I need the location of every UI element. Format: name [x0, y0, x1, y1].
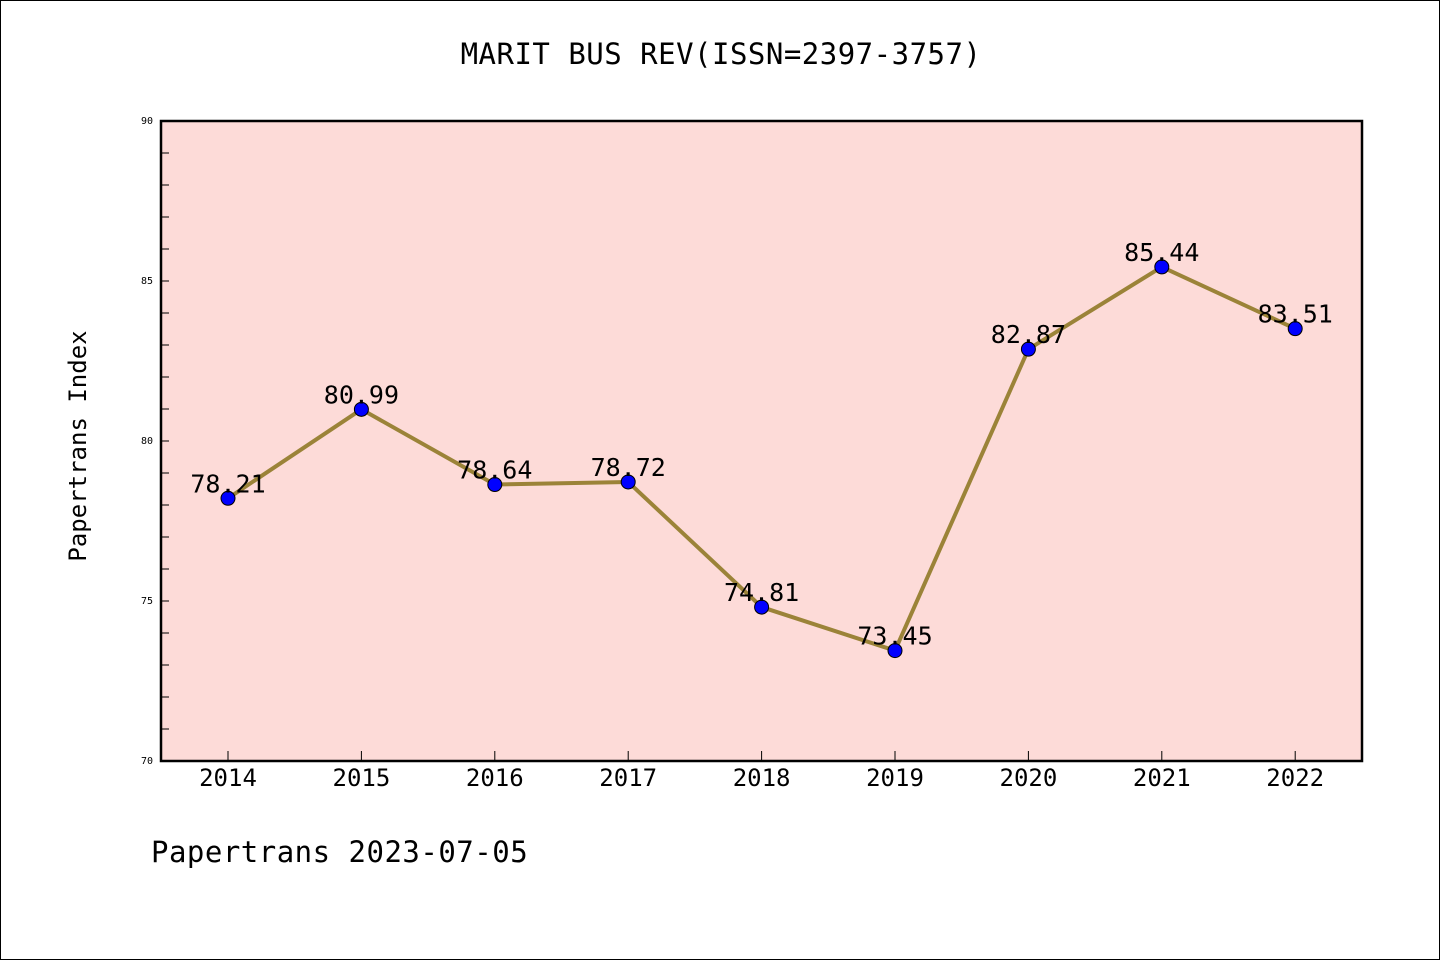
- data-point: [1020, 341, 1036, 357]
- y-tick-label: 80: [141, 436, 153, 447]
- y-tick-label: 70: [141, 756, 153, 767]
- data-label: 78.64: [457, 456, 532, 485]
- chart-title: MARIT BUS REV(ISSN=2397-3757): [460, 37, 982, 71]
- data-point: [353, 401, 369, 417]
- x-tick-label: 2014: [199, 764, 257, 792]
- x-tick-label: 2019: [866, 764, 924, 792]
- series-markers: [220, 259, 1303, 659]
- x-tick-label: 2021: [1133, 764, 1191, 792]
- y-axis: 70 75 80 85 90: [141, 116, 169, 767]
- x-tick-label: 2015: [333, 764, 391, 792]
- data-point: [1154, 259, 1170, 275]
- y-axis-label: Papertrans Index: [64, 330, 92, 561]
- data-label: 73.45: [857, 622, 932, 651]
- x-axis: 2014 2015 2016 2017 2018 2019 2020 2021 2022: [199, 751, 1324, 792]
- data-point: [754, 599, 770, 615]
- data-label: 83.51: [1258, 300, 1333, 329]
- x-tick-label: 2020: [1000, 764, 1058, 792]
- x-tick-label: 2016: [466, 764, 524, 792]
- plot-area: [161, 121, 1362, 761]
- data-label: 82.87: [991, 320, 1066, 349]
- data-label: 78.21: [190, 469, 265, 498]
- data-label: 80.99: [324, 380, 399, 409]
- x-tick-label: 2017: [599, 764, 657, 792]
- data-label: 74.81: [724, 578, 799, 607]
- y-tick-label: 90: [141, 116, 153, 127]
- y-tick-label: 85: [141, 276, 153, 287]
- data-label: 78.72: [591, 453, 666, 482]
- x-tick-label: 2022: [1266, 764, 1324, 792]
- y-tick-label: 75: [141, 596, 153, 607]
- data-point: [220, 490, 236, 506]
- data-point: [1287, 321, 1303, 337]
- data-point: [487, 477, 503, 493]
- plot-frame: [159, 119, 1364, 763]
- data-point: [620, 474, 636, 490]
- footer-date: Papertrans 2023-07-05: [151, 835, 529, 869]
- data-label: 85.44: [1124, 238, 1199, 267]
- data-labels: 78.21 80.99 78.64 78.72 74.81 73.45 82.87 85.44…: [190, 238, 1332, 651]
- data-point: [887, 643, 903, 659]
- x-tick-label: 2018: [733, 764, 791, 792]
